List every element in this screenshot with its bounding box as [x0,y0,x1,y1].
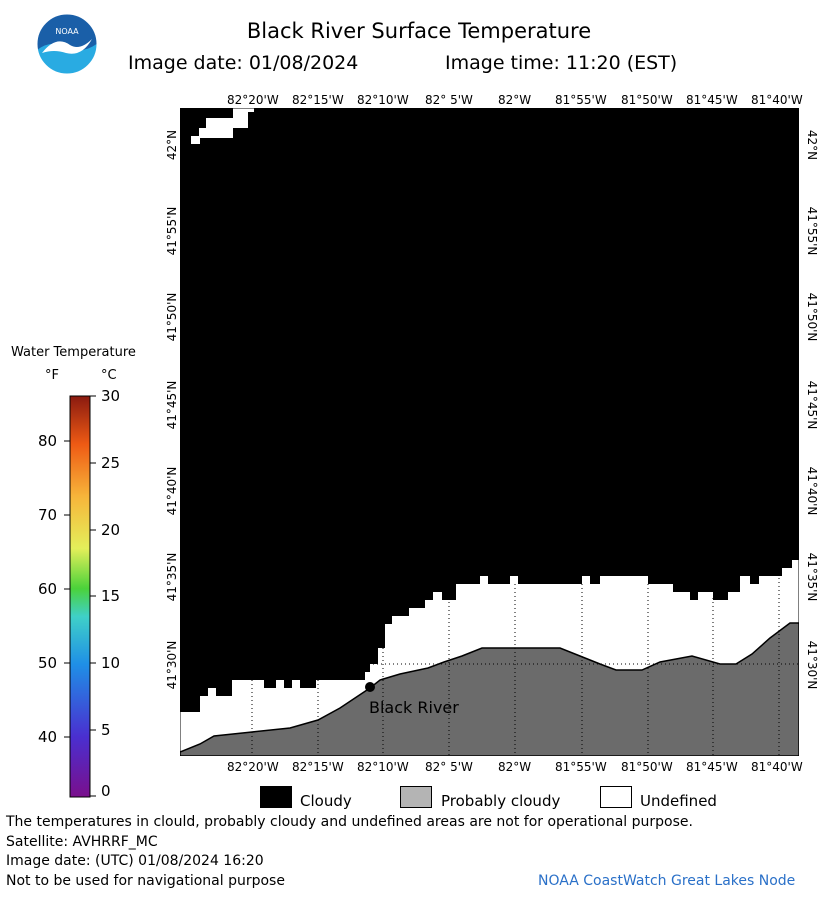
legend-label-probably-cloudy: Probably cloudy [441,792,561,810]
image-time-label: Image time: 11:20 (EST) [445,52,678,74]
lat-tick-right: 41°55'N [805,206,819,256]
footer-utc-date: Image date: (UTC) 01/08/2024 16:20 [6,853,264,869]
scale-c-tick: 5 [101,721,111,739]
map-title: Black River Surface Temperature [246,19,592,43]
lat-tick-right: 41°30'N [805,640,819,690]
lat-tick-left: 41°45'N [165,380,179,430]
footer-satellite: Satellite: AVHRRF_MC [6,834,158,850]
scale-unit-f: °F [45,368,59,383]
footer-navigation-note: Not to be used for navigational purpose [6,873,285,889]
lon-tick-bottom: 82°10'W [357,760,409,774]
lat-tick-right: 42°N [805,129,819,161]
undefined-notch [199,128,233,138]
lat-tick-right: 41°35'N [805,552,819,602]
undefined-notch [206,118,233,130]
lon-tick-top: 82° 5'W [425,93,473,107]
lat-tick-left: 41°50'N [165,292,179,342]
noaa-logo: NOAA [36,13,98,75]
lon-tick-bottom: 82°15'W [292,760,344,774]
scale-unit-c: °C [101,368,117,383]
scale-f-tick: 50 [38,654,58,672]
legend-swatch-probably-cloudy [400,786,432,808]
scale-f-tick: 80 [38,432,58,450]
lon-tick-bottom: 82°20'W [227,760,279,774]
lat-tick-left: 41°40'N [165,466,179,516]
lon-tick-top: 82°20'W [227,93,279,107]
black-river-label: Black River [369,698,459,717]
scale-c-tick: 15 [101,587,121,605]
lat-tick-right: 41°45'N [805,380,819,430]
lon-tick-top: 81°50'W [621,93,673,107]
lat-tick-right: 41°40'N [805,466,819,516]
lat-tick-left: 41°35'N [165,552,179,602]
lon-tick-top: 82°15'W [292,93,344,107]
image-date-label: Image date: 01/08/2024 [128,52,359,74]
lon-tick-bottom: 81°40'W [751,760,803,774]
legend-label-cloudy: Cloudy [300,792,352,810]
lon-tick-bottom: 82°W [498,760,532,774]
lon-tick-bottom: 81°55'W [555,760,607,774]
footer-credit: NOAA CoastWatch Great Lakes Node [538,873,796,889]
scale-c-tick: 0 [101,782,111,800]
lon-tick-top: 82°10'W [357,93,409,107]
lon-tick-bottom: 81°45'W [686,760,738,774]
legend-swatch-undefined [600,786,632,808]
map-panel [180,108,799,756]
probably-cloudy-region [180,622,799,756]
lon-tick-top: 81°45'W [686,93,738,107]
scale-c-tick: 20 [101,521,121,539]
undefined-notch [233,108,248,128]
lon-tick-top: 81°55'W [555,93,607,107]
lat-tick-left: 42°N [165,129,179,161]
black-river-marker [365,682,375,692]
lon-tick-top: 81°40'W [751,93,803,107]
lon-tick-top: 82°W [498,93,532,107]
undefined-notch [248,108,254,112]
legend-swatch-cloudy [260,786,292,808]
lon-tick-bottom: 81°50'W [621,760,673,774]
footer-disclaimer: The temperatures in clould, probably clo… [6,814,693,830]
undefined-notch [191,136,200,144]
scale-c-tick: 25 [101,454,121,472]
scale-title: Water Temperature [11,345,136,360]
logo-text: NOAA [55,27,79,36]
scale-f-tick: 70 [38,506,58,524]
temperature-colorbar [64,395,96,798]
cloudy-region [180,108,799,712]
legend-label-undefined: Undefined [640,792,717,810]
scale-c-tick: 10 [101,654,121,672]
lat-tick-left: 41°55'N [165,206,179,256]
lat-tick-left: 41°30'N [165,640,179,690]
lat-tick-right: 41°50'N [805,292,819,342]
scale-f-tick: 40 [38,728,58,746]
scale-c-tick: 30 [101,387,121,405]
graticule [251,578,799,756]
scale-f-tick: 60 [38,580,58,598]
lon-tick-bottom: 82° 5'W [425,760,473,774]
